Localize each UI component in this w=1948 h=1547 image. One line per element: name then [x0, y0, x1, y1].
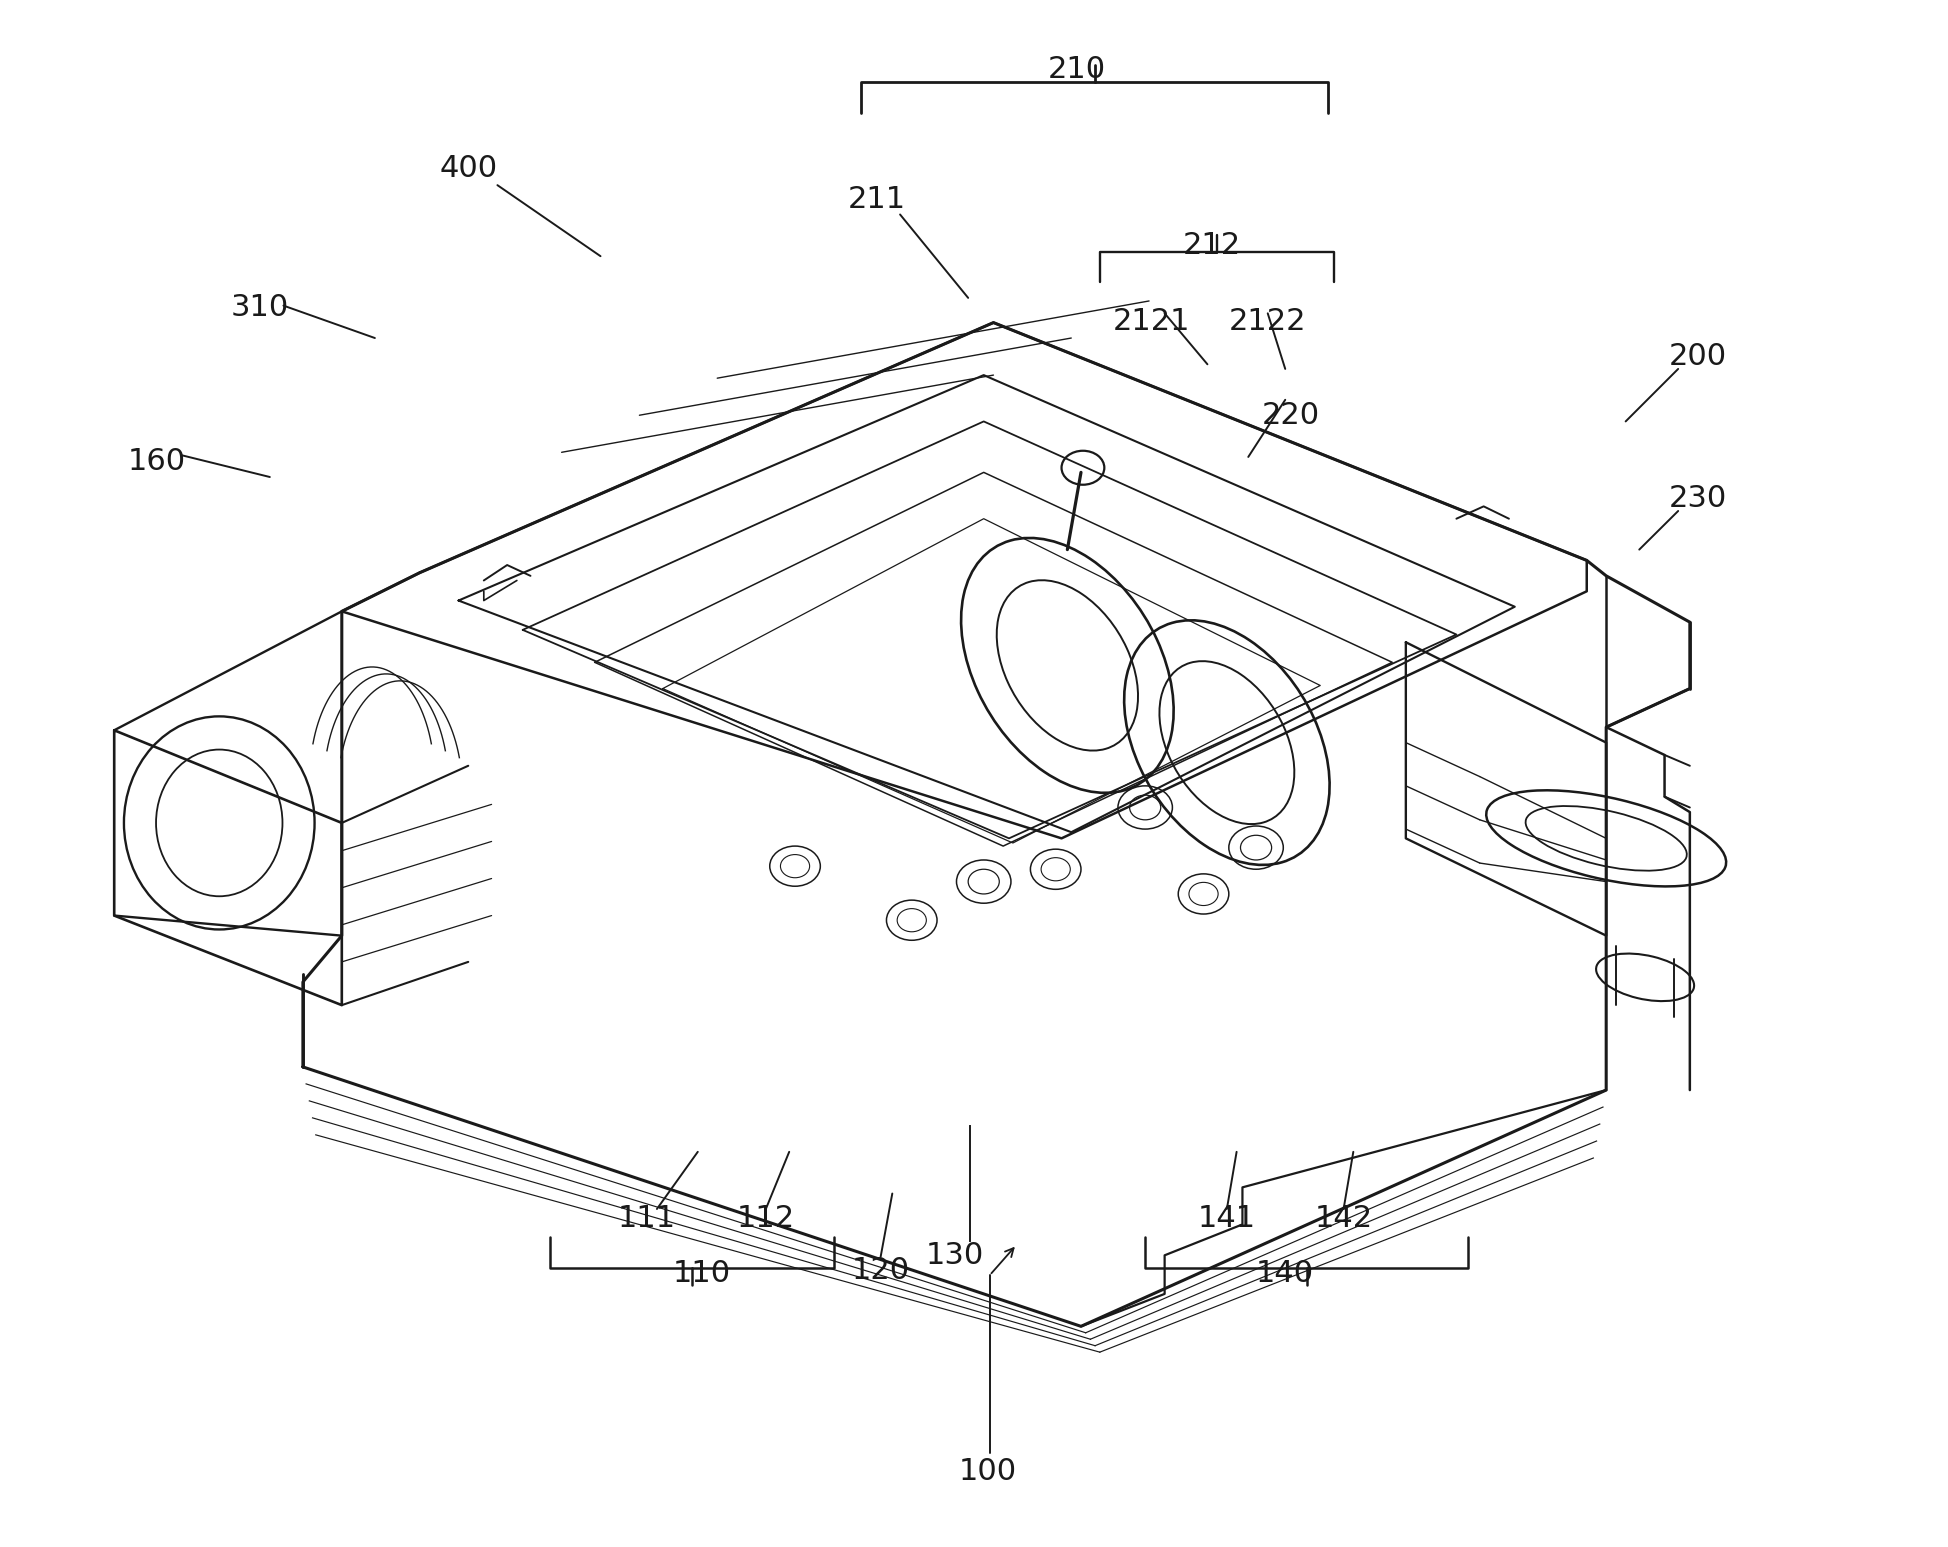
- Text: 112: 112: [736, 1204, 795, 1233]
- Text: 100: 100: [958, 1457, 1017, 1487]
- Text: 120: 120: [851, 1256, 910, 1286]
- Text: 400: 400: [438, 153, 497, 183]
- Text: 211: 211: [847, 184, 906, 213]
- Text: 2121: 2121: [1112, 306, 1190, 336]
- Text: 200: 200: [1669, 342, 1726, 371]
- Text: 140: 140: [1256, 1259, 1315, 1289]
- Text: 210: 210: [1048, 54, 1106, 84]
- Text: 142: 142: [1315, 1204, 1373, 1233]
- Text: 130: 130: [925, 1241, 984, 1270]
- Text: 220: 220: [1262, 401, 1321, 430]
- Text: 111: 111: [618, 1204, 676, 1233]
- Text: 310: 310: [232, 292, 288, 322]
- Text: 212: 212: [1182, 231, 1241, 260]
- Text: 141: 141: [1198, 1204, 1256, 1233]
- Text: 110: 110: [672, 1259, 730, 1289]
- Text: 2122: 2122: [1229, 306, 1307, 336]
- Text: 160: 160: [129, 447, 187, 476]
- Text: 230: 230: [1669, 484, 1726, 514]
